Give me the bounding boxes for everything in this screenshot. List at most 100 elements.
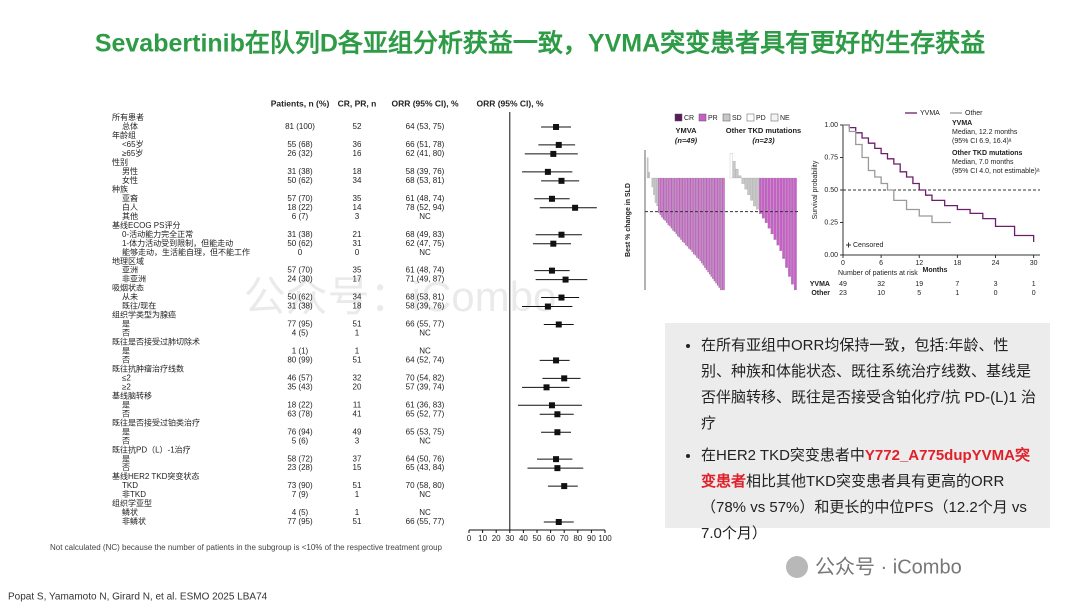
x-tick-label: 70: [560, 534, 569, 543]
y-tick-label: 0.75: [824, 154, 838, 161]
patients: 31 (38): [287, 167, 313, 176]
panel-label: YMVA: [675, 126, 697, 135]
patients: 77 (95): [287, 517, 313, 526]
patients: 76 (94): [287, 427, 313, 436]
legend-label: PR: [708, 115, 718, 122]
subgroup-label: 能够走动，生活能自理，但不能工作: [122, 247, 250, 257]
bar: [744, 177, 748, 190]
annotation: (95% CI 4.0, not estimable)ᵃ: [952, 168, 1040, 175]
bar: [656, 177, 658, 207]
orr: 65 (52, 77): [406, 409, 445, 418]
risk-count: 1: [955, 290, 959, 297]
bar: [712, 177, 714, 279]
bar: [691, 177, 693, 253]
bar: [720, 177, 722, 291]
risk-count: 49: [839, 281, 847, 288]
patients: 1 (1): [292, 347, 309, 356]
bar: [661, 177, 663, 218]
estimate: [544, 303, 551, 310]
subgroup-label: 男性: [122, 166, 138, 176]
patients: 55 (68): [287, 140, 313, 149]
subgroup-label: 鳞状: [122, 507, 138, 517]
panel-label: Other TKD mutations: [726, 126, 801, 135]
risk-count: 23: [839, 290, 847, 297]
bar: [666, 177, 668, 223]
x-tick-label: 0: [467, 534, 472, 543]
x-tick-label: 24: [992, 260, 1000, 267]
bullet: 在所有亚组中ORR均保持一致，包括:年龄、性别、种族和体能状态、既往系统治疗线数…: [701, 333, 1036, 437]
bar: [793, 177, 797, 291]
x-tick-label: 18: [953, 260, 961, 267]
group-label: 基线ECOG PS评分: [112, 220, 180, 230]
cr-pr: 21: [353, 230, 362, 239]
cr-pr: 11: [353, 400, 362, 409]
orr: 66 (51, 78): [406, 140, 445, 149]
x-tick-label: 30: [1030, 260, 1038, 267]
bar: [697, 177, 700, 259]
x-tick-label: 50: [533, 534, 542, 543]
bar: [750, 177, 754, 201]
subgroup-label: 是: [122, 400, 130, 409]
bar: [753, 177, 756, 207]
bullet-text: 在所有亚组中ORR均保持一致，包括:年龄、性别、种族和体能状态、既往系统治疗线数…: [701, 337, 1037, 432]
patients: 18 (22): [287, 400, 313, 409]
legend-swatch: [770, 113, 779, 122]
cr-pr: 32: [353, 373, 362, 382]
patients: 35 (43): [287, 382, 313, 391]
cr-pr: 0: [355, 248, 360, 257]
orr: 66 (55, 77): [406, 517, 445, 526]
group-label: 年龄组: [112, 130, 136, 140]
patients: 46 (57): [287, 373, 313, 382]
cr-pr: 35: [353, 194, 362, 203]
group-label: 既往是否接受过铂类治疗: [112, 417, 200, 427]
group-label: 种族: [112, 184, 128, 194]
bar: [658, 177, 660, 213]
subgroup-label: 非TKD: [122, 489, 146, 499]
bar: [681, 177, 684, 242]
bar: [732, 161, 736, 179]
risk-count: 0: [1032, 290, 1036, 297]
cr-pr: 1: [355, 329, 360, 338]
column-header: ORR (95% CI), %: [476, 98, 544, 108]
estimate: [550, 240, 557, 247]
bar: [680, 177, 682, 240]
estimate: [561, 375, 568, 382]
cr-pr: 20: [353, 382, 362, 391]
legend-label: PD: [756, 115, 766, 122]
cr-pr: 34: [353, 176, 362, 185]
estimate: [561, 483, 568, 490]
bar: [669, 177, 671, 227]
patients: 50 (62): [287, 176, 313, 185]
cr-pr: 18: [353, 302, 362, 311]
annotation: (95% CI 6.9, 16.4)ᵃ: [952, 138, 1012, 145]
estimate: [550, 150, 557, 157]
estimate: [555, 141, 562, 148]
cr-pr: 35: [353, 266, 362, 275]
bar: [672, 177, 674, 231]
orr: NC: [419, 248, 431, 257]
bar: [761, 177, 765, 219]
estimate: [562, 276, 569, 283]
bar: [651, 177, 654, 188]
bar: [702, 177, 705, 266]
bar: [688, 177, 690, 249]
group-label: 组织学类型为腺癌: [112, 310, 176, 320]
x-axis-label: Months: [923, 267, 948, 274]
bar: [713, 177, 716, 282]
annotation: Median, 12.2 months: [952, 129, 1018, 136]
cr-pr: 41: [353, 409, 362, 418]
subgroup-label: 否: [122, 463, 130, 472]
x-tick-label: 12: [915, 260, 923, 267]
footnote: Not calculated (NC) because the number o…: [50, 543, 443, 552]
bullet-box: 在所有亚组中ORR均保持一致，包括:年龄、性别、种族和体能状态、既往系统治疗线数…: [665, 323, 1050, 542]
bar: [791, 177, 794, 285]
bullet-text: 在HER2 TKD突变患者中: [701, 447, 865, 464]
orr: NC: [419, 508, 431, 517]
annotation: Other TKD mutations: [952, 150, 1022, 157]
orr: 58 (39, 76): [406, 167, 445, 176]
legend-swatch: [674, 113, 683, 122]
subgroup-label: 是: [122, 320, 130, 329]
risk-count: 1: [1032, 281, 1036, 288]
cr-pr: 16: [353, 149, 362, 158]
